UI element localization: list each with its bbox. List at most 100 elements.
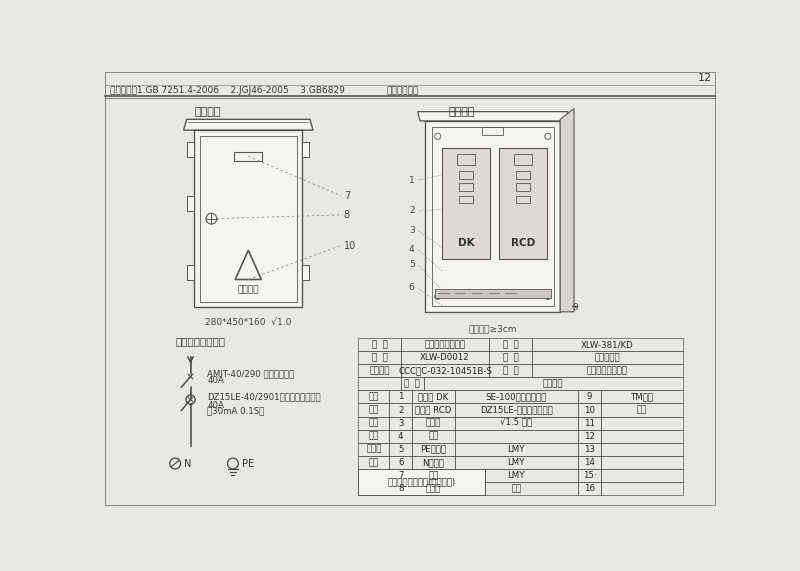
Bar — [532, 351, 683, 364]
Bar — [454, 391, 578, 404]
Text: 40A: 40A — [207, 376, 224, 385]
Text: 10: 10 — [584, 405, 595, 415]
Bar — [490, 364, 532, 377]
Bar — [578, 417, 601, 429]
Bar — [187, 196, 194, 211]
Text: 断路器 RCD: 断路器 RCD — [415, 405, 452, 415]
Text: 12: 12 — [698, 73, 712, 83]
Text: PE线端子: PE线端子 — [421, 445, 446, 454]
Bar — [200, 135, 297, 302]
Bar — [457, 154, 475, 165]
Text: 13: 13 — [584, 445, 595, 454]
Bar — [578, 443, 601, 456]
Bar — [390, 469, 412, 482]
Text: 14: 14 — [584, 458, 595, 467]
Bar — [454, 469, 578, 482]
Bar — [358, 469, 390, 482]
Text: 制图: 制图 — [369, 405, 379, 415]
Bar — [358, 469, 486, 495]
Text: 主要配件: 主要配件 — [543, 379, 563, 388]
Text: 序  号: 序 号 — [405, 379, 420, 388]
Bar — [514, 154, 533, 165]
Text: 1: 1 — [409, 176, 414, 184]
Bar — [499, 148, 547, 259]
Text: 日期: 日期 — [369, 458, 379, 467]
Bar — [412, 391, 454, 404]
Bar — [401, 351, 490, 364]
Bar — [516, 183, 530, 191]
Text: 名  称: 名 称 — [372, 340, 387, 349]
Bar — [578, 404, 601, 417]
Text: 2: 2 — [409, 207, 414, 215]
Bar — [194, 130, 302, 307]
Text: 1: 1 — [398, 392, 403, 401]
Text: AMIT-40/290 （透明空开）: AMIT-40/290 （透明空开） — [207, 369, 294, 379]
Text: （30mA 0.1S）: （30mA 0.1S） — [207, 407, 265, 416]
Bar — [358, 417, 390, 429]
Text: 280*450*160  √1.0: 280*450*160 √1.0 — [205, 318, 291, 327]
Text: 壳体颜色：黄: 壳体颜色：黄 — [387, 86, 419, 95]
Text: 标牌: 标牌 — [428, 471, 438, 480]
Bar — [358, 443, 390, 456]
Bar — [358, 377, 401, 391]
Text: LMY: LMY — [507, 471, 525, 480]
Text: 试验报告: 试验报告 — [370, 366, 390, 375]
Text: N线端子: N线端子 — [422, 458, 445, 467]
Bar — [601, 469, 683, 482]
Bar — [601, 429, 683, 443]
Bar — [412, 404, 454, 417]
Polygon shape — [418, 112, 568, 121]
Text: DZ15LE-透明系列漏电开: DZ15LE-透明系列漏电开 — [480, 405, 553, 415]
Text: 压把锁: 压把锁 — [426, 484, 441, 493]
Bar — [516, 171, 530, 179]
Bar — [412, 482, 454, 495]
Bar — [454, 482, 578, 495]
Text: 安装板: 安装板 — [426, 419, 441, 428]
Text: 设计: 设计 — [369, 392, 379, 401]
Bar — [454, 404, 578, 417]
Text: 用  途: 用 途 — [502, 366, 518, 375]
Bar — [490, 351, 532, 364]
Bar — [482, 127, 503, 135]
Text: 5: 5 — [398, 445, 403, 454]
Text: 2: 2 — [398, 405, 403, 415]
Bar — [459, 183, 473, 191]
Text: 元件间距≥3cm: 元件间距≥3cm — [468, 324, 517, 333]
Text: 6: 6 — [409, 283, 414, 292]
Bar — [532, 338, 683, 351]
Bar — [302, 142, 309, 157]
Text: N: N — [184, 459, 192, 469]
Text: 4: 4 — [409, 245, 414, 254]
Text: 7: 7 — [344, 191, 350, 200]
Bar — [578, 429, 601, 443]
Text: LMY: LMY — [507, 445, 525, 454]
Text: 外型图：: 外型图： — [194, 107, 221, 117]
Bar — [401, 377, 424, 391]
Text: RCD: RCD — [511, 238, 535, 248]
Text: 线夹: 线夹 — [428, 432, 438, 441]
Bar — [431, 127, 554, 305]
Bar — [412, 456, 454, 469]
Bar — [601, 417, 683, 429]
Text: 4: 4 — [398, 432, 403, 441]
Bar — [358, 429, 390, 443]
Text: 9: 9 — [573, 304, 578, 312]
Bar — [601, 391, 683, 404]
Bar — [412, 469, 454, 482]
Text: 哈尔滨市龙瑞电气(成套设备): 哈尔滨市龙瑞电气(成套设备) — [387, 477, 456, 486]
Bar — [390, 391, 412, 404]
Bar — [401, 364, 490, 377]
Text: 11: 11 — [584, 419, 595, 428]
Text: 8: 8 — [398, 484, 403, 493]
Bar — [424, 377, 683, 391]
Bar — [578, 482, 601, 495]
Text: 建筑施工用配电箱: 建筑施工用配电箱 — [425, 340, 466, 349]
Text: 电器连接原理图：: 电器连接原理图： — [175, 336, 225, 347]
Text: 7: 7 — [398, 471, 403, 480]
Bar — [601, 443, 683, 456]
Bar — [454, 443, 578, 456]
Text: 9: 9 — [586, 392, 592, 401]
Polygon shape — [560, 108, 574, 312]
Text: CCC：C-032-10451B-S: CCC：C-032-10451B-S — [398, 366, 492, 375]
Text: 标准化: 标准化 — [366, 445, 382, 454]
